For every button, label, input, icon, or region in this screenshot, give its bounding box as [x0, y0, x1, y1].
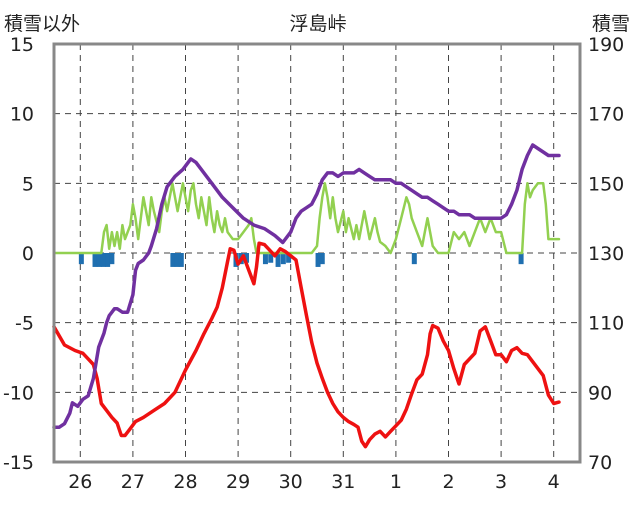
precip-bar [174, 253, 180, 267]
precip-bar [275, 253, 281, 267]
precip-bar [100, 253, 106, 267]
left-axis-title: 積雪以外 [4, 13, 80, 35]
right-tick-label: 90 [588, 382, 612, 404]
x-tick-label: 28 [173, 471, 197, 493]
x-tick-label: 27 [121, 471, 145, 493]
x-tick-label: 26 [68, 471, 92, 493]
precip-bar [268, 253, 274, 263]
left-tick-label: 0 [22, 243, 34, 265]
precip-bar [170, 253, 176, 267]
temperature-line [52, 241, 561, 449]
precip-bar [96, 253, 102, 267]
chart-title: 浮島峠 [289, 13, 346, 35]
snow_depth-line [52, 143, 561, 429]
x-tick-label: 29 [226, 471, 250, 493]
right-axis-title: 積雪 [592, 13, 630, 35]
left-tick-label: -10 [3, 382, 34, 404]
precip-bar [280, 253, 286, 265]
right-tick-label: 170 [588, 104, 624, 126]
x-tick-label: 3 [495, 471, 507, 493]
x-tick-label: 30 [279, 471, 303, 493]
left-axis: 15 10 5 0 -5 -10 -15 [3, 34, 34, 474]
x-tick-label: 4 [548, 471, 560, 493]
precip-bar [109, 253, 115, 265]
precip-bar [244, 253, 250, 263]
precip-bar [319, 253, 325, 265]
right-tick-label: 130 [588, 243, 624, 265]
precip-bar [105, 253, 111, 267]
left-tick-label: 10 [10, 104, 34, 126]
x-tick-label: 31 [331, 471, 355, 493]
left-tick-label: -15 [3, 452, 34, 474]
right-tick-label: 70 [588, 452, 612, 474]
right-tick-label: 190 [588, 34, 624, 56]
precip-bar [518, 253, 524, 265]
left-tick-label: -5 [15, 313, 34, 335]
precip-bar [178, 253, 184, 267]
x-tick-label: 1 [390, 471, 402, 493]
right-tick-label: 150 [588, 173, 624, 195]
wind-line [52, 182, 561, 255]
x-tick-label: 2 [442, 471, 454, 493]
right-tick-label: 110 [588, 313, 624, 335]
left-tick-label: 5 [22, 173, 34, 195]
right-axis: 190 170 150 130 110 90 70 [588, 34, 624, 474]
precip-bar [78, 253, 84, 265]
plot-frame [52, 42, 582, 464]
precip-bar [411, 253, 417, 265]
precip-bar [286, 253, 292, 263]
x-axis: 26 27 28 29 30 31 1 2 3 4 [68, 471, 560, 493]
plot-area [52, 143, 561, 449]
left-tick-label: 15 [10, 34, 34, 56]
precip-bar [92, 253, 98, 267]
precip-bar [262, 253, 268, 265]
precip-bar [315, 253, 321, 267]
